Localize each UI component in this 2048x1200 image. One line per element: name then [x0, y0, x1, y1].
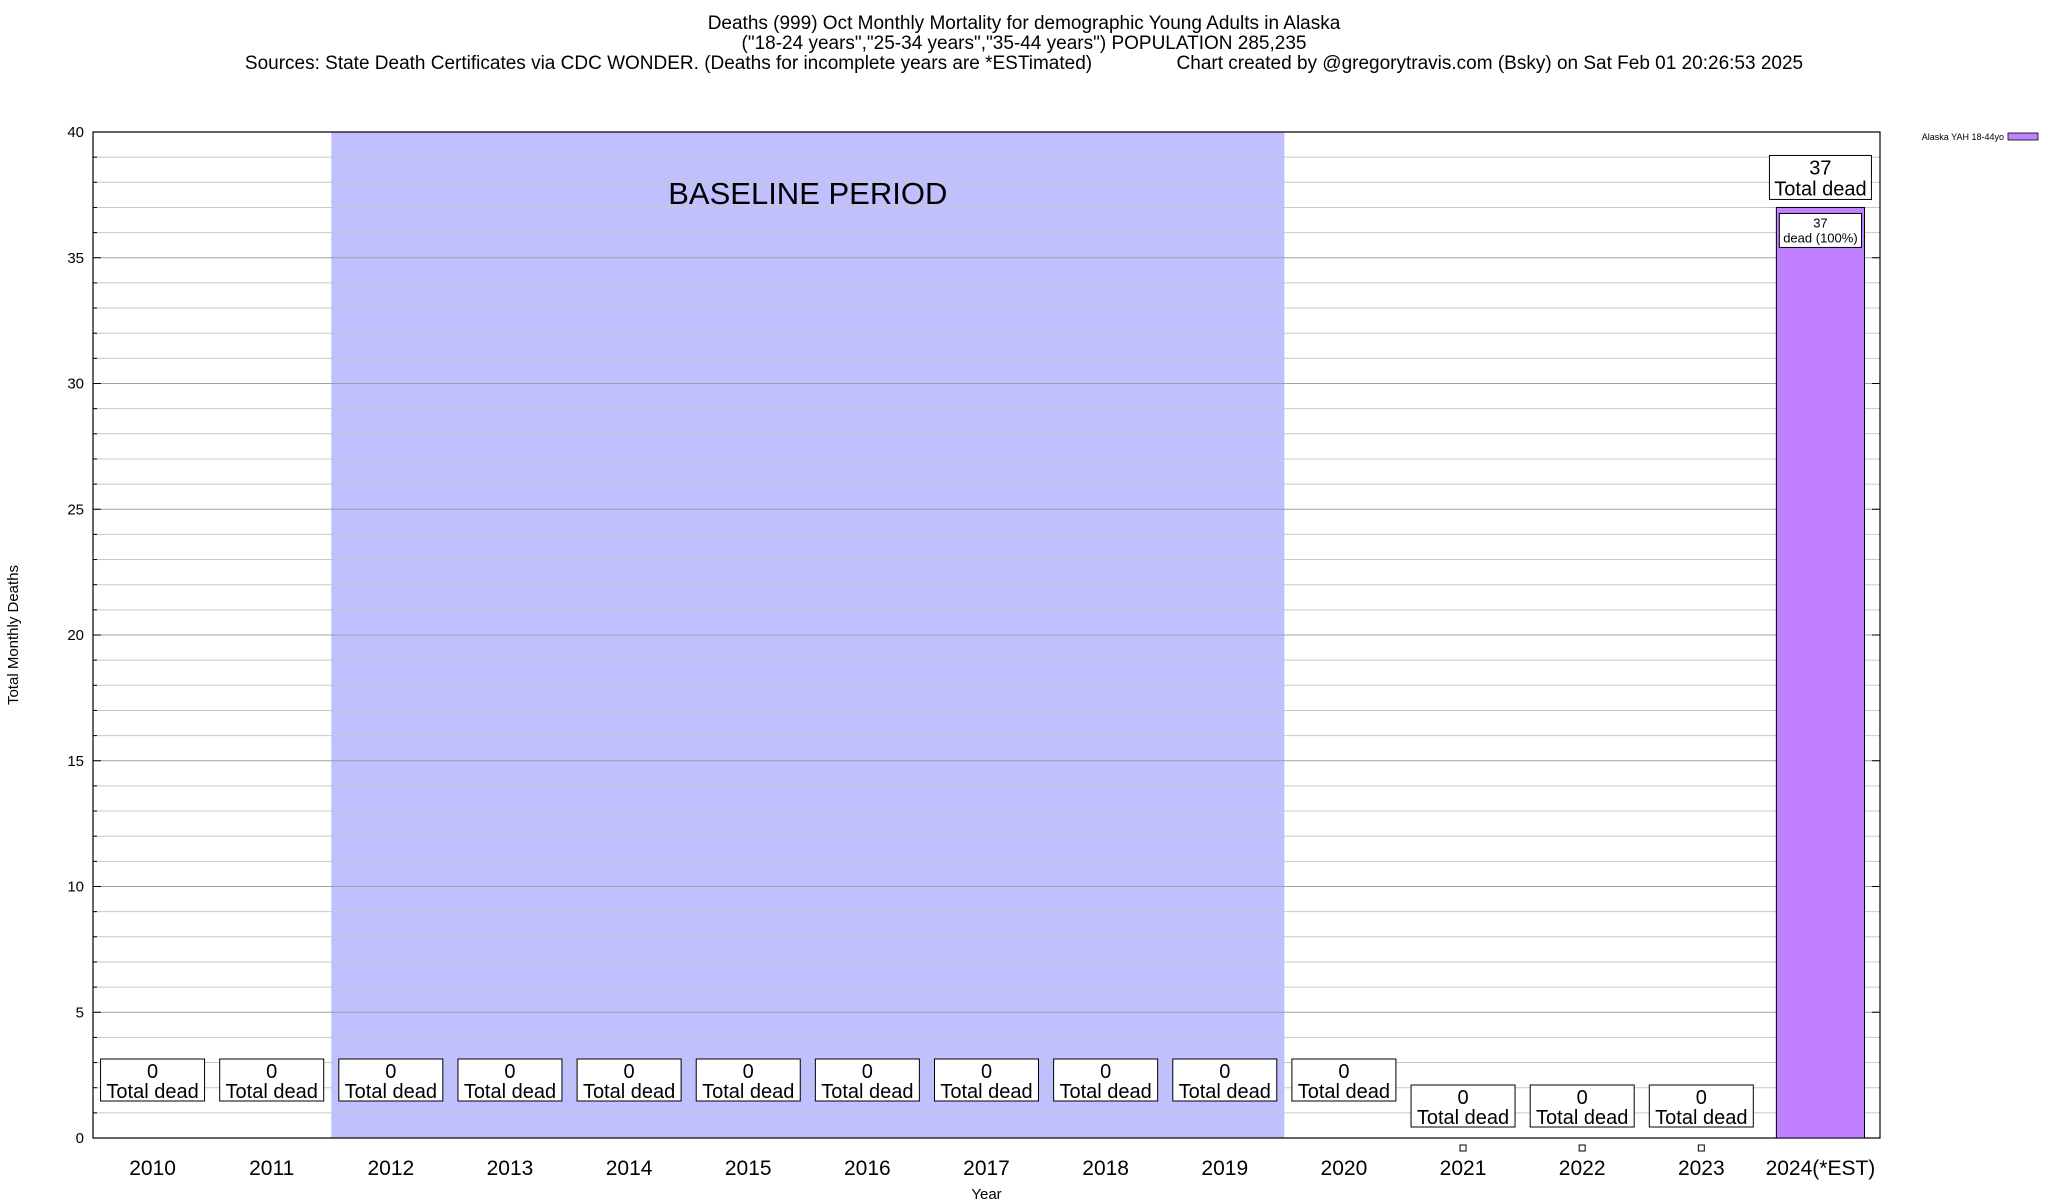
total-label-text: Total dead [106, 1081, 198, 1103]
x-axis-label: Year [971, 1186, 1001, 1200]
x-tick-label: 2016 [844, 1157, 891, 1180]
x-tick-label: 2013 [487, 1157, 534, 1180]
total-label-text: Total dead [1774, 178, 1866, 200]
segment-label-value: 37 [1813, 215, 1827, 230]
total-label-text: Total dead [345, 1081, 437, 1103]
baseline-period-label: BASELINE PERIOD [668, 176, 947, 211]
total-label-text: Total dead [1536, 1107, 1628, 1129]
y-tick-label: 35 [67, 250, 84, 267]
total-label-value: 0 [743, 1061, 754, 1083]
bar [1775, 206, 1866, 1139]
y-axis-label: Total Monthly Deaths [5, 565, 22, 705]
x-tick-label: 2023 [1678, 1157, 1725, 1180]
total-label-value: 0 [1338, 1061, 1349, 1083]
chart-title-line-1: Deaths (999) Oct Monthly Mortality for d… [707, 13, 1341, 34]
total-label-value: 0 [981, 1061, 992, 1083]
total-label-box [1172, 1058, 1278, 1102]
chart-title-line-2: ("18-24 years","25-34 years","35-44 year… [741, 33, 1307, 54]
x-tick-label: 2015 [725, 1157, 772, 1180]
total-label-box [219, 1058, 325, 1102]
y-tick-label: 10 [67, 879, 84, 896]
y-tick-label: 15 [67, 753, 84, 770]
chart-title: Deaths (999) Oct Monthly Mortality for d… [0, 14, 2048, 74]
y-tick-label: 20 [67, 627, 84, 644]
zero-marker [1578, 1144, 1586, 1152]
total-label-text: Total dead [464, 1081, 556, 1103]
legend-swatch [2007, 132, 2039, 141]
segment-label-box [1778, 212, 1863, 248]
total-label-text: Total dead [226, 1081, 318, 1103]
y-tick-label: 40 [67, 124, 84, 141]
total-label-box [1410, 1084, 1516, 1128]
total-label-value: 0 [147, 1061, 158, 1083]
x-tick-label: 2020 [1321, 1157, 1368, 1180]
x-tick-label: 2021 [1440, 1157, 1487, 1180]
y-tick-label: 30 [67, 376, 84, 393]
total-label-box [934, 1058, 1039, 1102]
total-label-box [1648, 1084, 1754, 1128]
total-label-value: 0 [1696, 1087, 1707, 1109]
x-tick-label: 2014 [606, 1157, 653, 1180]
total-label-value: 0 [504, 1061, 515, 1083]
total-label-box [1291, 1058, 1397, 1102]
total-label-text: Total dead [821, 1081, 913, 1103]
total-label-text: Total dead [1417, 1107, 1509, 1129]
legend-label: Alaska YAH 18-44yo [1922, 132, 2004, 142]
total-label-text: Total dead [583, 1081, 675, 1103]
total-label-value: 0 [385, 1061, 396, 1083]
total-label-text: Total dead [1655, 1107, 1747, 1129]
x-tick-label: 2011 [249, 1157, 294, 1180]
total-label-box [100, 1058, 206, 1102]
total-label-box [814, 1058, 920, 1102]
total-label-box [576, 1058, 682, 1102]
x-tick-label: 2022 [1559, 1157, 1606, 1180]
total-label-value: 0 [1457, 1087, 1468, 1109]
total-label-value: 0 [862, 1061, 873, 1083]
total-label-text: Total dead [1059, 1081, 1151, 1103]
total-label-box [1529, 1084, 1635, 1128]
total-label-box [695, 1058, 801, 1102]
zero-marker [1697, 1144, 1705, 1152]
total-label-text: Total dead [940, 1081, 1032, 1103]
x-tick-label: 2018 [1082, 1157, 1129, 1180]
total-label-value: 37 [1809, 157, 1831, 179]
segment-label-percent: dead (100%) [1783, 230, 1857, 245]
total-label-value: 0 [266, 1061, 277, 1083]
total-label-box [1768, 154, 1872, 200]
total-label-value: 0 [624, 1061, 635, 1083]
total-label-value: 0 [1219, 1061, 1230, 1083]
total-label-box [1053, 1058, 1159, 1102]
x-tick-label: 2010 [129, 1157, 176, 1180]
total-label-box [457, 1058, 563, 1102]
total-label-box [338, 1058, 444, 1102]
chart-title-line-3: Sources: State Death Certificates via CD… [244, 53, 1804, 74]
y-tick-label: 5 [76, 1004, 84, 1021]
x-tick-label: 2024(*EST) [1766, 1157, 1876, 1180]
x-tick-label: 2017 [963, 1157, 1010, 1180]
total-label-value: 0 [1100, 1061, 1111, 1083]
x-tick-label: 2012 [367, 1157, 414, 1180]
y-tick-label: 0 [76, 1130, 84, 1147]
y-tick-label: 25 [67, 501, 84, 518]
zero-marker [1459, 1144, 1467, 1152]
total-label-value: 0 [1577, 1087, 1588, 1109]
total-label-text: Total dead [702, 1081, 794, 1103]
total-label-text: Total dead [1298, 1081, 1390, 1103]
x-tick-label: 2019 [1201, 1157, 1248, 1180]
total-label-text: Total dead [1179, 1081, 1271, 1103]
